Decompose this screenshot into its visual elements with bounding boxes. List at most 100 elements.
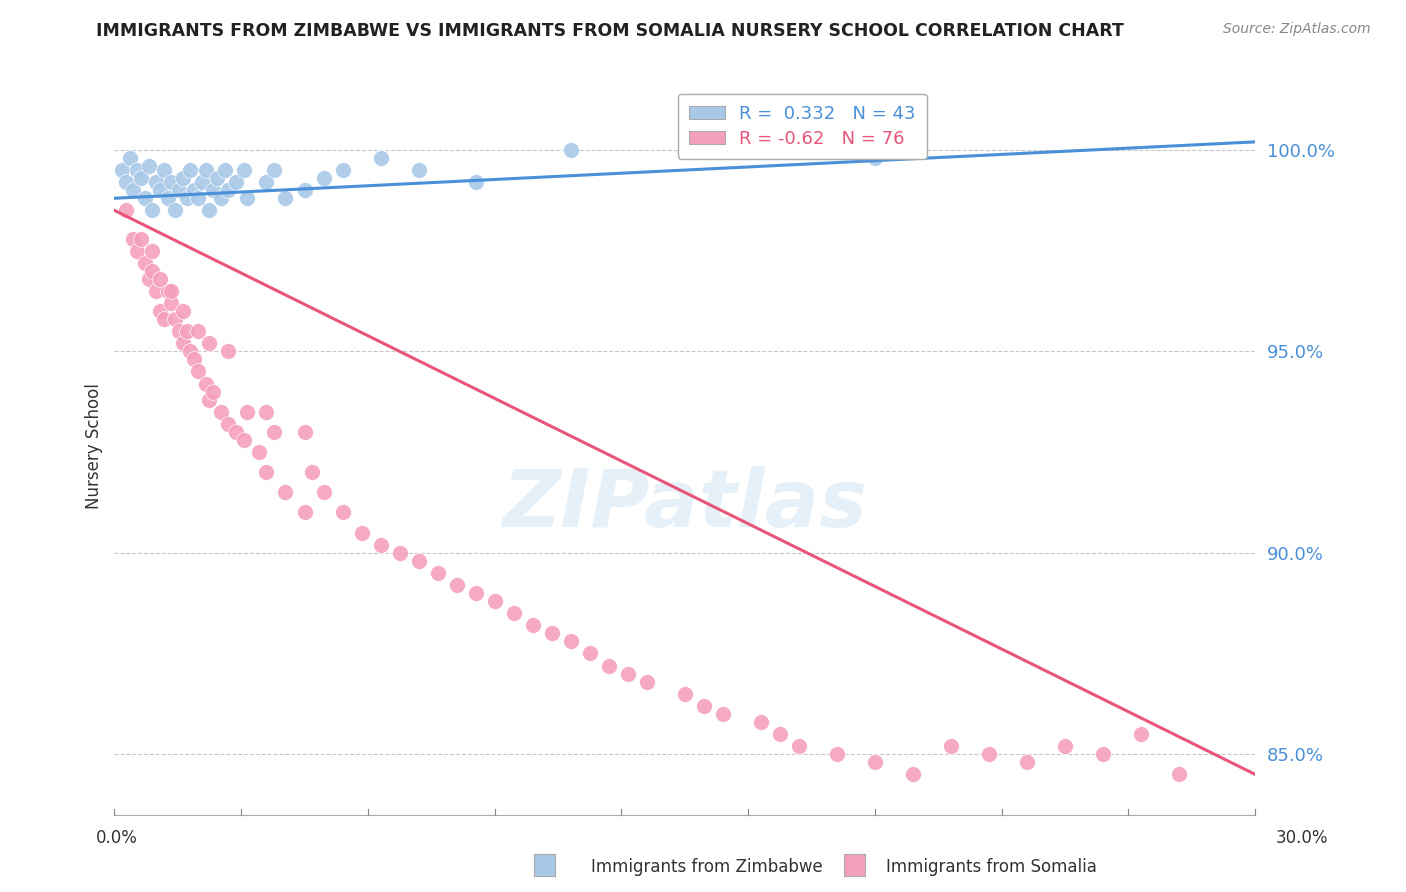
Point: [134, 256, 156, 270]
Text: Source: ZipAtlas.com: Source: ZipAtlas.com: [1223, 22, 1371, 37]
Legend: R =  0.332   N = 43, R = -0.62   N = 76: R = 0.332 N = 43, R = -0.62 N = 76: [678, 94, 927, 159]
Point: [540, 626, 562, 640]
Point: [446, 578, 468, 592]
Point: [129, 231, 152, 245]
Point: [209, 191, 232, 205]
Point: [149, 304, 172, 318]
Point: [160, 175, 183, 189]
Point: [1053, 739, 1076, 753]
Point: [711, 706, 734, 721]
Point: [263, 163, 285, 178]
Point: [464, 586, 486, 600]
Point: [332, 163, 354, 178]
Point: [232, 433, 254, 447]
Point: [598, 658, 620, 673]
Point: [616, 666, 638, 681]
Point: [247, 445, 270, 459]
Point: [901, 767, 924, 781]
Point: [388, 546, 411, 560]
Text: 30.0%: 30.0%: [1277, 829, 1329, 847]
Point: [127, 244, 149, 258]
Point: [863, 151, 886, 165]
Point: [198, 203, 221, 218]
Point: [172, 336, 194, 351]
Point: [165, 203, 187, 218]
Point: [134, 191, 156, 205]
Point: [198, 392, 221, 407]
Y-axis label: Nursery School: Nursery School: [86, 383, 103, 509]
Point: [484, 594, 506, 608]
Point: [263, 425, 285, 439]
Point: [225, 175, 247, 189]
Point: [787, 739, 810, 753]
Point: [138, 272, 160, 286]
Point: [274, 485, 297, 500]
Point: [692, 698, 714, 713]
Point: [156, 284, 179, 298]
Point: [560, 143, 582, 157]
Point: [111, 163, 134, 178]
Point: [187, 324, 209, 338]
Point: [217, 183, 239, 197]
Point: [167, 324, 190, 338]
Point: [294, 425, 316, 439]
Point: [149, 272, 172, 286]
Point: [578, 647, 600, 661]
Point: [825, 747, 848, 761]
Point: [225, 425, 247, 439]
Point: [153, 312, 176, 326]
Point: [294, 183, 316, 197]
Point: [149, 183, 172, 197]
Point: [176, 324, 198, 338]
Point: [122, 231, 145, 245]
Point: [118, 151, 141, 165]
Point: [141, 203, 163, 218]
Point: [312, 171, 335, 186]
Point: [160, 296, 183, 310]
Point: [153, 163, 176, 178]
Point: [408, 163, 430, 178]
Point: [217, 417, 239, 431]
Point: [160, 284, 183, 298]
Point: [191, 175, 214, 189]
Point: [145, 175, 167, 189]
Text: 0.0%: 0.0%: [96, 829, 138, 847]
Text: ZIPatlas: ZIPatlas: [502, 466, 868, 544]
Point: [408, 554, 430, 568]
Point: [426, 566, 449, 580]
Point: [145, 284, 167, 298]
Point: [141, 264, 163, 278]
Point: [370, 151, 392, 165]
Point: [769, 727, 792, 741]
Point: [172, 304, 194, 318]
Text: Immigrants from Zimbabwe: Immigrants from Zimbabwe: [591, 858, 823, 876]
Point: [165, 312, 187, 326]
Point: [183, 352, 205, 367]
Point: [502, 606, 524, 620]
Point: [202, 183, 225, 197]
Point: [217, 344, 239, 359]
Point: [939, 739, 962, 753]
Point: [274, 191, 297, 205]
Point: [122, 183, 145, 197]
Point: [179, 344, 201, 359]
Point: [187, 191, 209, 205]
Point: [464, 175, 486, 189]
Point: [636, 674, 658, 689]
Point: [202, 384, 225, 399]
Point: [1015, 755, 1038, 769]
Point: [194, 376, 217, 391]
Point: [167, 183, 190, 197]
Point: [194, 163, 217, 178]
Point: [977, 747, 1000, 761]
Text: IMMIGRANTS FROM ZIMBABWE VS IMMIGRANTS FROM SOMALIA NURSERY SCHOOL CORRELATION C: IMMIGRANTS FROM ZIMBABWE VS IMMIGRANTS F…: [96, 22, 1123, 40]
Point: [673, 687, 696, 701]
Point: [749, 714, 772, 729]
Point: [301, 465, 323, 479]
Point: [350, 525, 373, 540]
Point: [127, 163, 149, 178]
Point: [205, 171, 228, 186]
Point: [183, 183, 205, 197]
Point: [129, 171, 152, 186]
Point: [522, 618, 544, 632]
